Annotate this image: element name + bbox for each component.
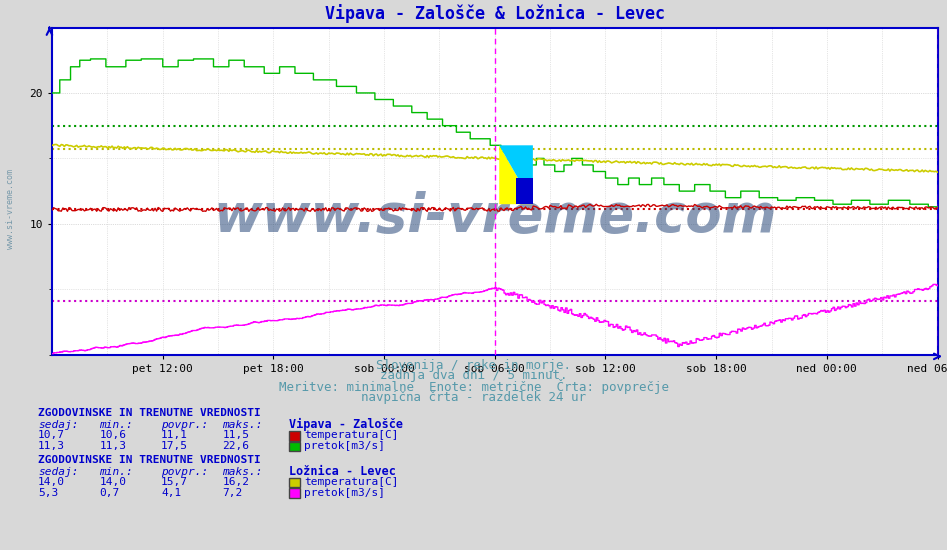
Text: www.si-vreme.com: www.si-vreme.com bbox=[213, 191, 777, 243]
Text: maks.:: maks.: bbox=[223, 420, 263, 430]
Text: Vipava - Zalošče: Vipava - Zalošče bbox=[289, 418, 402, 431]
FancyBboxPatch shape bbox=[516, 178, 533, 204]
Text: pretok[m3/s]: pretok[m3/s] bbox=[304, 441, 385, 451]
Text: 14,0: 14,0 bbox=[38, 477, 65, 487]
Text: 5,3: 5,3 bbox=[38, 487, 58, 498]
Text: temperatura[C]: temperatura[C] bbox=[304, 430, 399, 441]
Text: 11,5: 11,5 bbox=[223, 430, 250, 441]
Text: sedaj:: sedaj: bbox=[38, 466, 79, 477]
Text: navpična črta - razdelek 24 ur: navpična črta - razdelek 24 ur bbox=[361, 392, 586, 404]
Text: min.:: min.: bbox=[99, 420, 134, 430]
Text: maks.:: maks.: bbox=[223, 466, 263, 477]
Text: 4,1: 4,1 bbox=[161, 487, 181, 498]
Polygon shape bbox=[499, 145, 533, 204]
Text: ZGODOVINSKE IN TRENUTNE VREDNOSTI: ZGODOVINSKE IN TRENUTNE VREDNOSTI bbox=[38, 408, 260, 419]
Text: 11,3: 11,3 bbox=[99, 441, 127, 451]
Polygon shape bbox=[499, 145, 533, 204]
Text: 17,5: 17,5 bbox=[161, 441, 188, 451]
Text: 11,1: 11,1 bbox=[161, 430, 188, 441]
Text: min.:: min.: bbox=[99, 466, 134, 477]
Text: pretok[m3/s]: pretok[m3/s] bbox=[304, 487, 385, 498]
Text: 10,6: 10,6 bbox=[99, 430, 127, 441]
Text: Slovenija / reke in morje.: Slovenija / reke in morje. bbox=[376, 359, 571, 371]
Title: Vipava - Zalošče & Ložnica - Levec: Vipava - Zalošče & Ložnica - Levec bbox=[325, 4, 665, 23]
Text: povpr.:: povpr.: bbox=[161, 420, 208, 430]
Text: 16,2: 16,2 bbox=[223, 477, 250, 487]
Text: 0,7: 0,7 bbox=[99, 487, 119, 498]
Text: 10,7: 10,7 bbox=[38, 430, 65, 441]
Text: 15,7: 15,7 bbox=[161, 477, 188, 487]
Text: Ložnica - Levec: Ložnica - Levec bbox=[289, 465, 396, 477]
Text: temperatura[C]: temperatura[C] bbox=[304, 477, 399, 487]
Text: ZGODOVINSKE IN TRENUTNE VREDNOSTI: ZGODOVINSKE IN TRENUTNE VREDNOSTI bbox=[38, 455, 260, 465]
Text: 14,0: 14,0 bbox=[99, 477, 127, 487]
Text: Meritve: minimalne  Enote: metrične  Črta: povprečje: Meritve: minimalne Enote: metrične Črta:… bbox=[278, 378, 669, 393]
Text: povpr.:: povpr.: bbox=[161, 466, 208, 477]
Text: 11,3: 11,3 bbox=[38, 441, 65, 451]
Text: 7,2: 7,2 bbox=[223, 487, 242, 498]
Text: zadnja dva dni / 5 minut.: zadnja dva dni / 5 minut. bbox=[380, 370, 567, 382]
Text: sedaj:: sedaj: bbox=[38, 420, 79, 430]
Text: 22,6: 22,6 bbox=[223, 441, 250, 451]
Text: www.si-vreme.com: www.si-vreme.com bbox=[6, 169, 15, 249]
